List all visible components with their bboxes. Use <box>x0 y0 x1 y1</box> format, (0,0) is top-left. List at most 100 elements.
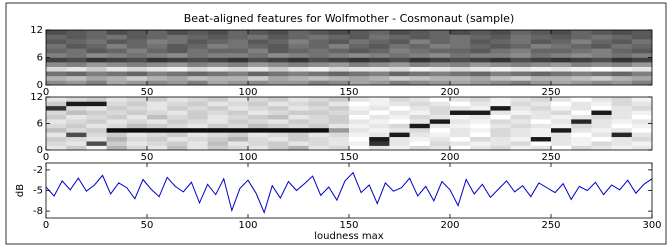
heatmap-cell <box>612 53 633 58</box>
heatmap-cell <box>86 30 107 35</box>
heatmap-cell <box>531 76 552 81</box>
heatmap-cell <box>612 48 633 53</box>
heatmap-cell <box>612 71 633 76</box>
heatmap-cell <box>571 115 592 120</box>
heatmap-cell <box>167 115 188 120</box>
heatmap-cell <box>329 44 350 49</box>
heatmap-cell <box>147 76 168 81</box>
heatmap-cell <box>490 58 511 63</box>
heatmap-cell <box>248 48 269 53</box>
heatmap-cell <box>591 39 612 44</box>
heatmap-cell <box>167 39 188 44</box>
heatmap-cell <box>389 110 410 115</box>
heatmap-cell <box>228 115 249 120</box>
heatmap-cell <box>591 35 612 40</box>
heatmap-cell <box>288 106 309 111</box>
heatmap-cell <box>571 58 592 63</box>
heatmap-cell <box>450 132 471 137</box>
heatmap-cell <box>187 30 208 35</box>
heatmap-cell <box>167 58 188 63</box>
heatmap-cell <box>389 146 410 151</box>
heatmap-cell <box>167 62 188 67</box>
heatmap-cell <box>309 44 330 49</box>
heatmap-cell <box>511 97 531 102</box>
heatmap-cell <box>147 48 168 53</box>
heatmap-cell <box>228 97 249 102</box>
heatmap-cell <box>329 146 350 151</box>
heatmap-cell <box>410 124 431 129</box>
heatmap-cell <box>349 137 370 142</box>
heatmap-cell <box>309 80 330 85</box>
heatmap-cell <box>167 44 188 49</box>
heatmap-cell <box>86 115 107 120</box>
heatmap-cell <box>632 137 653 142</box>
heatmap-cell <box>208 67 229 72</box>
heatmap-cell <box>228 141 249 146</box>
heatmap-cell <box>187 115 208 120</box>
heatmap-cell <box>46 110 67 115</box>
heatmap-cell <box>349 53 370 58</box>
heatmap-cell <box>571 76 592 81</box>
heatmap-cell <box>430 48 451 53</box>
heatmap-cell <box>127 71 148 76</box>
heatmap-cell <box>531 106 552 111</box>
heatmap-cell <box>187 110 208 115</box>
heatmap-cell <box>127 128 148 133</box>
heatmap-cell <box>107 124 128 129</box>
x-tick-label: 200 <box>440 152 459 163</box>
heatmap-cell <box>389 35 410 40</box>
heatmap-cell <box>612 80 633 85</box>
y-axis-label: dB <box>15 184 26 197</box>
heatmap-cell <box>309 67 330 72</box>
heatmap-cell <box>309 76 330 81</box>
heatmap-cell <box>531 137 552 142</box>
heatmap-cell <box>228 62 249 67</box>
heatmap-cell <box>410 97 431 102</box>
x-tick-label: 150 <box>339 87 358 98</box>
heatmap-cell <box>107 62 128 67</box>
heatmap-cell <box>66 35 87 40</box>
heatmap-cell <box>268 101 289 106</box>
heatmap-cell <box>208 137 229 142</box>
heatmap-cell <box>450 124 471 129</box>
heatmap-cell <box>329 39 350 44</box>
heatmap-cell <box>167 106 188 111</box>
heatmap-cell <box>288 58 309 63</box>
x-tick-label: 150 <box>339 220 358 231</box>
heatmap-cell <box>288 44 309 49</box>
heatmap-cell <box>288 67 309 72</box>
heatmap-cell <box>107 119 128 124</box>
heatmap-cell <box>369 132 390 137</box>
heatmap-cell <box>612 128 633 133</box>
heatmap-cell <box>389 97 410 102</box>
heatmap-cell <box>369 119 390 124</box>
heatmap-cell <box>107 76 128 81</box>
heatmap-cell <box>147 115 168 120</box>
heatmap-cell <box>551 141 572 146</box>
heatmap-cell <box>389 106 410 111</box>
heatmap-cell <box>147 39 168 44</box>
heatmap-cell <box>470 141 491 146</box>
heatmap-cell <box>450 58 471 63</box>
x-tick-label: 150 <box>339 152 358 163</box>
heatmap-cell <box>632 53 653 58</box>
heatmap-cell <box>450 62 471 67</box>
heatmap-cell <box>430 106 451 111</box>
heatmap-cell <box>531 101 552 106</box>
heatmap-cell <box>410 141 431 146</box>
heatmap-cell <box>632 146 653 151</box>
heatmap-cell <box>511 101 531 106</box>
heatmap-cell <box>187 39 208 44</box>
heatmap-cell <box>369 53 390 58</box>
heatmap-cell <box>66 141 87 146</box>
heatmap-cell <box>571 48 592 53</box>
heatmap-cell <box>531 119 552 124</box>
heatmap-cell <box>107 101 128 106</box>
heatmap-cell <box>288 141 309 146</box>
heatmap-cell <box>187 44 208 49</box>
heatmap-cell <box>329 48 350 53</box>
heatmap-cell <box>309 115 330 120</box>
heatmap-cell <box>167 53 188 58</box>
heatmap-cell <box>389 58 410 63</box>
x-tick-label: 50 <box>141 87 154 98</box>
